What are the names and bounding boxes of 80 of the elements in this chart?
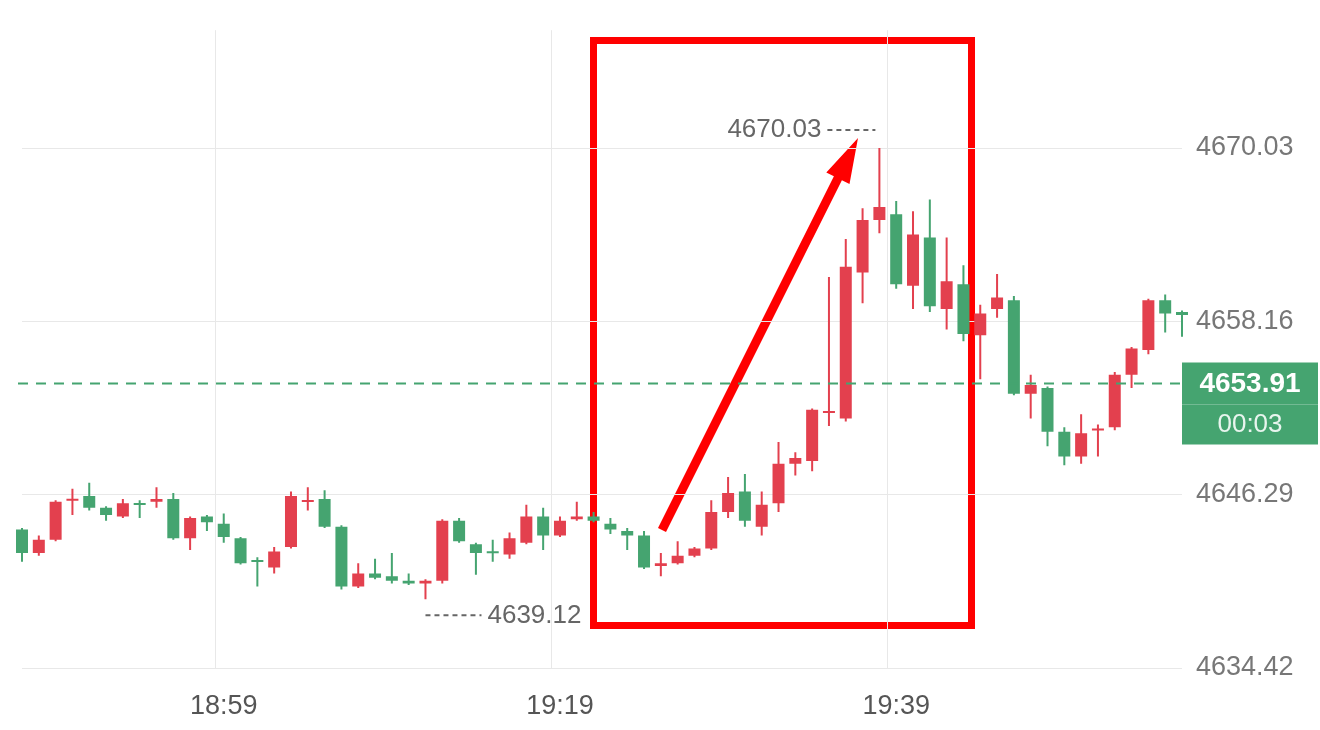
candlestick — [537, 507, 550, 551]
candlestick — [923, 199, 936, 313]
candlestick — [1159, 294, 1172, 333]
candlestick — [806, 408, 819, 472]
candlestick — [1075, 414, 1088, 464]
candlestick — [705, 500, 718, 551]
candlestick — [1125, 347, 1138, 388]
y-tick-label: 4646.29 — [1196, 478, 1294, 509]
ref-line-label: 4653.91 — [1199, 367, 1301, 399]
candlestick — [16, 528, 28, 562]
candlestick — [1108, 371, 1121, 431]
candlestick — [116, 498, 129, 518]
candlestick — [268, 547, 281, 574]
candlestick — [133, 500, 146, 518]
candlestick — [49, 500, 62, 542]
candlestick — [722, 477, 735, 518]
candlestick — [402, 573, 415, 586]
candlestick — [957, 265, 970, 342]
x-tick-label: 18:59 — [189, 689, 258, 720]
candlestick — [385, 552, 398, 584]
candlestick — [822, 276, 835, 426]
candlestick — [369, 558, 382, 580]
candlestick — [1091, 424, 1104, 457]
candlestick — [1058, 427, 1071, 466]
candlestick — [907, 211, 920, 310]
candlestick — [32, 535, 45, 556]
candlestick — [352, 563, 365, 588]
candlestick — [738, 474, 751, 527]
candlestick — [1024, 374, 1037, 419]
y-tick-label: 4670.03 — [1196, 131, 1294, 162]
candlestick — [486, 539, 499, 562]
x-tick-label: 19:39 — [862, 689, 930, 720]
candlestick — [318, 490, 331, 529]
candlestick — [654, 552, 667, 577]
candlestick — [688, 547, 701, 558]
candlestick — [1041, 386, 1054, 447]
candlestick — [234, 536, 247, 565]
candlestick — [335, 525, 348, 590]
candlestick — [789, 452, 802, 476]
candlestick — [150, 487, 163, 508]
candlestick — [604, 517, 617, 534]
candlestick — [419, 579, 432, 600]
candlestick — [553, 516, 566, 537]
annotation: 4670.03 — [727, 113, 822, 144]
candlestick — [890, 201, 903, 289]
candlestick — [301, 487, 314, 511]
candlestick — [469, 542, 482, 575]
candlestick — [671, 541, 684, 565]
candlestick — [184, 516, 197, 551]
candlestick — [755, 491, 768, 536]
candlestick — [251, 557, 264, 587]
text: 00:03 — [1217, 407, 1283, 438]
x-tick-label: 19:19 — [526, 689, 594, 720]
candlestick — [436, 519, 449, 584]
candlestick — [217, 513, 230, 543]
candlestick — [503, 532, 516, 559]
candlestick — [167, 493, 180, 540]
candlestick — [772, 441, 785, 513]
candlestick — [856, 208, 869, 304]
candlestick — [940, 237, 953, 330]
candlestick — [991, 274, 1004, 318]
candlestick — [453, 517, 466, 543]
candlestick — [100, 506, 113, 521]
y-tick-label: 4658.16 — [1196, 304, 1294, 335]
candlestick — [284, 491, 297, 549]
candlestick — [621, 528, 634, 551]
candlestick — [200, 514, 213, 532]
y-tick-label: 4634.42 — [1196, 651, 1294, 682]
candlestick — [66, 488, 79, 515]
candlestick — [1142, 298, 1155, 355]
candlestick — [638, 531, 651, 569]
candlestick — [839, 239, 852, 422]
candlestick — [873, 148, 886, 234]
candlestick — [1176, 310, 1188, 337]
candlestick — [587, 512, 600, 523]
candlestick — [83, 482, 96, 511]
candlestick — [974, 304, 987, 380]
candlestick — [570, 501, 583, 521]
candlestick — [520, 504, 533, 545]
annotation: 4639.12 — [487, 598, 582, 629]
